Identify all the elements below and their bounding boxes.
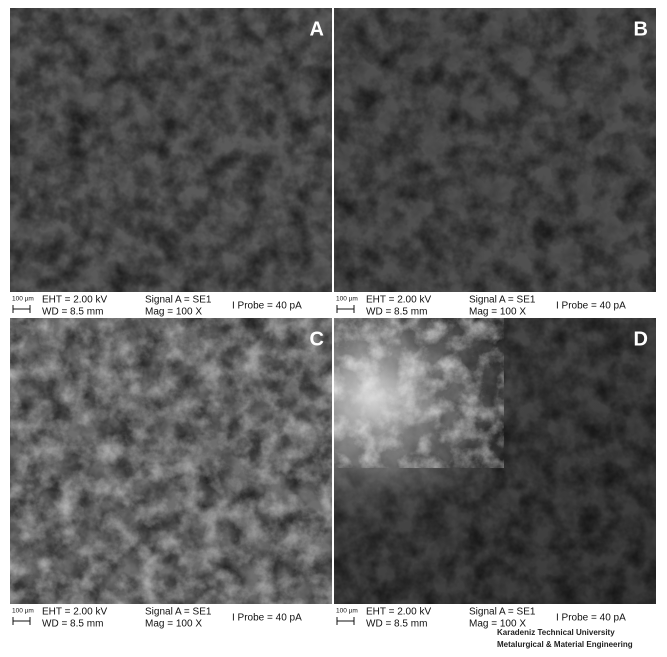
- surface-texture: [10, 8, 332, 292]
- scale-label: 100 µm: [336, 608, 358, 615]
- scale-label: 100 µm: [336, 296, 358, 303]
- panel-label: C: [310, 328, 324, 350]
- panel-label: A: [310, 18, 324, 40]
- wd-info: WD = 8.5 mm: [366, 619, 427, 630]
- probe-info: I Probe = 40 pA: [232, 301, 302, 312]
- scale-label: 100 µm: [12, 296, 34, 303]
- panel-label: B: [634, 18, 648, 40]
- wd-info: WD = 8.5 mm: [366, 307, 427, 318]
- figure: Karadeniz Technical University Metalurgi…: [0, 0, 667, 652]
- scale-label: 100 µm: [12, 608, 34, 615]
- probe-info: I Probe = 40 pA: [556, 613, 626, 624]
- shadow-region: [334, 318, 656, 604]
- mag-info: Mag = 100 X: [469, 307, 526, 318]
- wd-info: WD = 8.5 mm: [42, 307, 103, 318]
- eht-info: EHT = 2.00 kV: [366, 295, 431, 306]
- surface-highlight: [10, 318, 332, 604]
- signal-info: Signal A = SE1: [145, 607, 212, 618]
- probe-info: I Probe = 40 pA: [232, 613, 302, 624]
- mag-info: Mag = 100 X: [145, 307, 202, 318]
- eht-info: EHT = 2.00 kV: [366, 607, 431, 618]
- signal-info: Signal A = SE1: [145, 295, 212, 306]
- panel-label: D: [634, 328, 648, 350]
- mag-info: Mag = 100 X: [145, 619, 202, 630]
- probe-info: I Probe = 40 pA: [556, 301, 626, 312]
- eht-info: EHT = 2.00 kV: [42, 295, 107, 306]
- signal-info: Signal A = SE1: [469, 607, 536, 618]
- mag-info: Mag = 100 X: [469, 619, 526, 630]
- signal-info: Signal A = SE1: [469, 295, 536, 306]
- footer-line: Metalurgical & Material Engineering: [497, 640, 633, 649]
- wd-info: WD = 8.5 mm: [42, 619, 103, 630]
- surface-texture: [334, 8, 656, 292]
- eht-info: EHT = 2.00 kV: [42, 607, 107, 618]
- page: Karadeniz Technical University Metalurgi…: [0, 0, 667, 657]
